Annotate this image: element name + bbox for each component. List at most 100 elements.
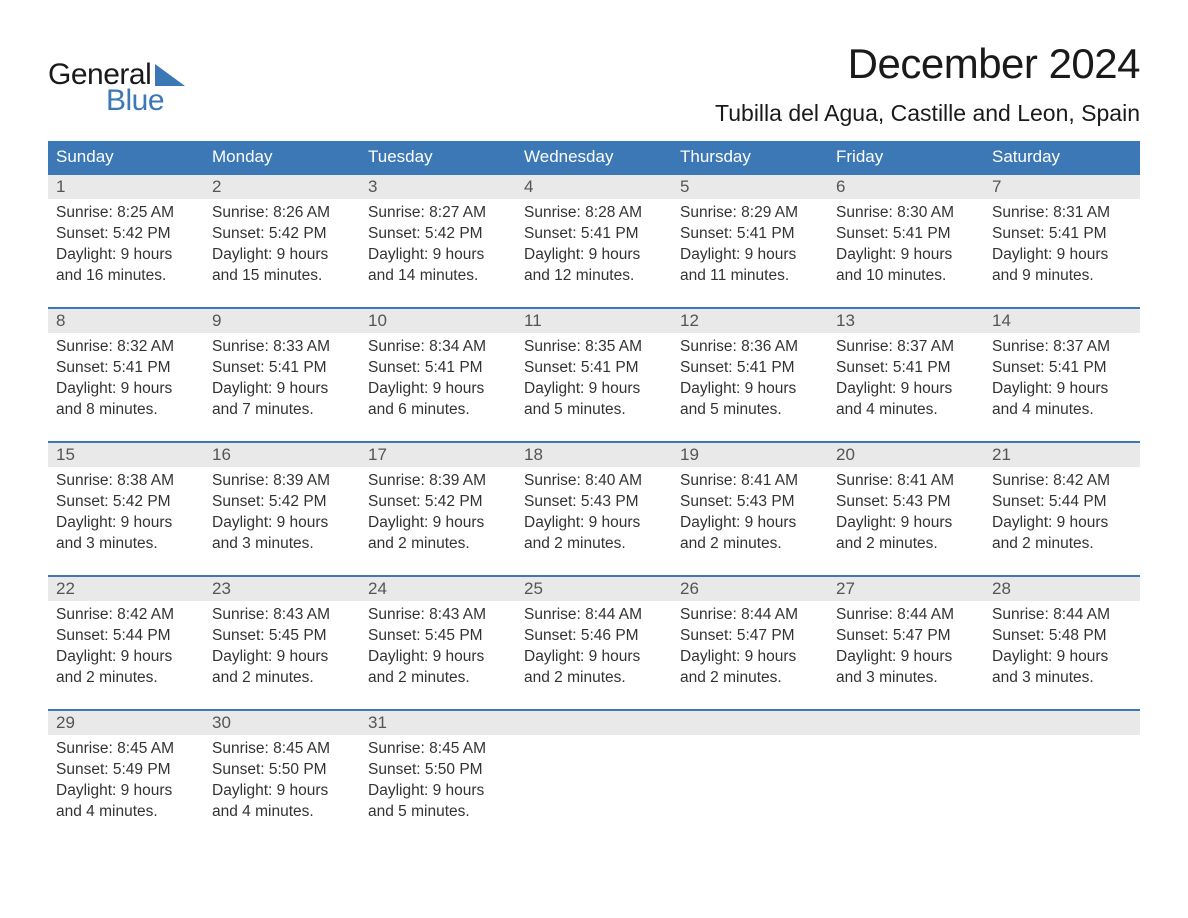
- sunrise-line: Sunrise: 8:43 AM: [212, 605, 352, 626]
- daylight-line-1: Daylight: 9 hours: [524, 245, 664, 266]
- daylight-line-1: Daylight: 9 hours: [836, 647, 976, 668]
- sunset-line: Sunset: 5:41 PM: [836, 358, 976, 379]
- day-number: 12: [672, 309, 828, 333]
- day-number: 18: [516, 443, 672, 467]
- day-number: 14: [984, 309, 1140, 333]
- daylight-line-2: and 3 minutes.: [992, 668, 1132, 689]
- daylight-line-1: Daylight: 9 hours: [680, 513, 820, 534]
- sunrise-line: Sunrise: 8:39 AM: [212, 471, 352, 492]
- daylight-line-1: Daylight: 9 hours: [56, 379, 196, 400]
- sunset-line: Sunset: 5:41 PM: [992, 358, 1132, 379]
- day-number: 28: [984, 577, 1140, 601]
- sunrise-line: Sunrise: 8:45 AM: [56, 739, 196, 760]
- daylight-line-2: and 4 minutes.: [212, 802, 352, 823]
- day-cell: Sunrise: 8:34 AMSunset: 5:41 PMDaylight:…: [360, 333, 516, 421]
- sunset-line: Sunset: 5:43 PM: [524, 492, 664, 513]
- day-number: 13: [828, 309, 984, 333]
- daylight-line-2: and 2 minutes.: [368, 534, 508, 555]
- daylight-line-2: and 4 minutes.: [836, 400, 976, 421]
- day-cell: Sunrise: 8:44 AMSunset: 5:47 PMDaylight:…: [672, 601, 828, 689]
- location-subtitle: Tubilla del Agua, Castille and Leon, Spa…: [715, 100, 1140, 127]
- day-number: 15: [48, 443, 204, 467]
- sunset-line: Sunset: 5:41 PM: [992, 224, 1132, 245]
- sunrise-line: Sunrise: 8:35 AM: [524, 337, 664, 358]
- day-cell: Sunrise: 8:42 AMSunset: 5:44 PMDaylight:…: [48, 601, 204, 689]
- daylight-line-2: and 14 minutes.: [368, 266, 508, 287]
- logo: General Blue: [48, 58, 185, 118]
- sunrise-line: Sunrise: 8:27 AM: [368, 203, 508, 224]
- sunset-line: Sunset: 5:42 PM: [212, 224, 352, 245]
- daylight-line-1: Daylight: 9 hours: [368, 647, 508, 668]
- sunrise-line: Sunrise: 8:45 AM: [368, 739, 508, 760]
- daylight-line-2: and 3 minutes.: [836, 668, 976, 689]
- daynum-strip: 1234567: [48, 175, 1140, 199]
- sunset-line: Sunset: 5:48 PM: [992, 626, 1132, 647]
- sunset-line: Sunset: 5:42 PM: [368, 224, 508, 245]
- day-number: 26: [672, 577, 828, 601]
- sunrise-line: Sunrise: 8:42 AM: [56, 605, 196, 626]
- daylight-line-2: and 5 minutes.: [680, 400, 820, 421]
- day-cell: Sunrise: 8:45 AMSunset: 5:49 PMDaylight:…: [48, 735, 204, 823]
- day-cell: Sunrise: 8:44 AMSunset: 5:48 PMDaylight:…: [984, 601, 1140, 689]
- daylight-line-2: and 10 minutes.: [836, 266, 976, 287]
- day-cell: Sunrise: 8:38 AMSunset: 5:42 PMDaylight:…: [48, 467, 204, 555]
- weekday-header: Sunday: [48, 141, 204, 173]
- day-number: 6: [828, 175, 984, 199]
- day-number: 21: [984, 443, 1140, 467]
- daylight-line-1: Daylight: 9 hours: [680, 379, 820, 400]
- week-row: 15161718192021Sunrise: 8:38 AMSunset: 5:…: [48, 441, 1140, 555]
- day-number: 9: [204, 309, 360, 333]
- day-cell: Sunrise: 8:37 AMSunset: 5:41 PMDaylight:…: [984, 333, 1140, 421]
- day-number: 25: [516, 577, 672, 601]
- daylight-line-1: Daylight: 9 hours: [680, 647, 820, 668]
- day-number: 10: [360, 309, 516, 333]
- sunset-line: Sunset: 5:46 PM: [524, 626, 664, 647]
- sunset-line: Sunset: 5:45 PM: [212, 626, 352, 647]
- sunrise-line: Sunrise: 8:32 AM: [56, 337, 196, 358]
- daylight-line-1: Daylight: 9 hours: [836, 379, 976, 400]
- daylight-line-2: and 2 minutes.: [680, 534, 820, 555]
- day-cell: Sunrise: 8:45 AMSunset: 5:50 PMDaylight:…: [204, 735, 360, 823]
- day-cell: Sunrise: 8:43 AMSunset: 5:45 PMDaylight:…: [204, 601, 360, 689]
- week-row: 22232425262728Sunrise: 8:42 AMSunset: 5:…: [48, 575, 1140, 689]
- day-cell: Sunrise: 8:25 AMSunset: 5:42 PMDaylight:…: [48, 199, 204, 287]
- daylight-line-2: and 5 minutes.: [368, 802, 508, 823]
- sunrise-line: Sunrise: 8:44 AM: [524, 605, 664, 626]
- title-block: December 2024 Tubilla del Agua, Castille…: [715, 40, 1140, 127]
- daylight-line-2: and 2 minutes.: [524, 668, 664, 689]
- daylight-line-2: and 9 minutes.: [992, 266, 1132, 287]
- sunset-line: Sunset: 5:47 PM: [680, 626, 820, 647]
- sail-icon: [155, 64, 185, 86]
- sunset-line: Sunset: 5:45 PM: [368, 626, 508, 647]
- day-cell: Sunrise: 8:40 AMSunset: 5:43 PMDaylight:…: [516, 467, 672, 555]
- sunrise-line: Sunrise: 8:43 AM: [368, 605, 508, 626]
- day-number: 4: [516, 175, 672, 199]
- day-cell: Sunrise: 8:39 AMSunset: 5:42 PMDaylight:…: [204, 467, 360, 555]
- sunrise-line: Sunrise: 8:29 AM: [680, 203, 820, 224]
- sunrise-line: Sunrise: 8:44 AM: [836, 605, 976, 626]
- day-cell: Sunrise: 8:44 AMSunset: 5:47 PMDaylight:…: [828, 601, 984, 689]
- day-number: 20: [828, 443, 984, 467]
- sunset-line: Sunset: 5:41 PM: [212, 358, 352, 379]
- daylight-line-1: Daylight: 9 hours: [368, 513, 508, 534]
- day-cell: Sunrise: 8:36 AMSunset: 5:41 PMDaylight:…: [672, 333, 828, 421]
- daylight-line-1: Daylight: 9 hours: [680, 245, 820, 266]
- day-number: 29: [48, 711, 204, 735]
- weekday-header: Tuesday: [360, 141, 516, 173]
- daylight-line-1: Daylight: 9 hours: [212, 245, 352, 266]
- daynum-strip: 15161718192021: [48, 443, 1140, 467]
- day-number: 1: [48, 175, 204, 199]
- daylight-line-2: and 2 minutes.: [212, 668, 352, 689]
- day-number: 11: [516, 309, 672, 333]
- daylight-line-2: and 4 minutes.: [992, 400, 1132, 421]
- sunset-line: Sunset: 5:42 PM: [56, 224, 196, 245]
- day-cell: Sunrise: 8:35 AMSunset: 5:41 PMDaylight:…: [516, 333, 672, 421]
- page-title: December 2024: [715, 40, 1140, 88]
- day-cell: Sunrise: 8:31 AMSunset: 5:41 PMDaylight:…: [984, 199, 1140, 287]
- daylight-line-2: and 2 minutes.: [56, 668, 196, 689]
- sunset-line: Sunset: 5:42 PM: [212, 492, 352, 513]
- daylight-line-1: Daylight: 9 hours: [368, 379, 508, 400]
- sunrise-line: Sunrise: 8:42 AM: [992, 471, 1132, 492]
- sunrise-line: Sunrise: 8:36 AM: [680, 337, 820, 358]
- day-cell: Sunrise: 8:29 AMSunset: 5:41 PMDaylight:…: [672, 199, 828, 287]
